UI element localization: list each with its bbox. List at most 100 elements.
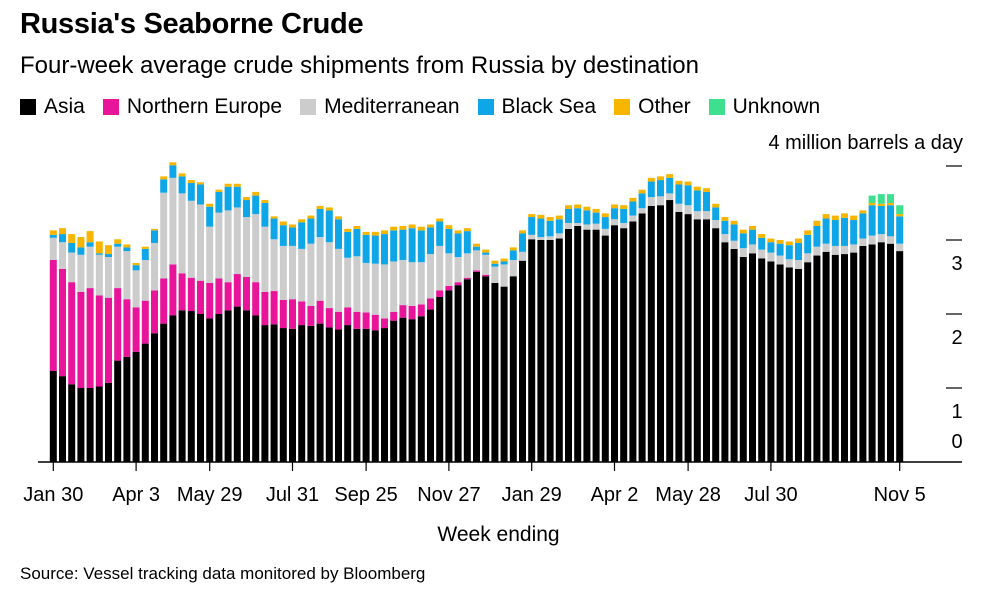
bar-northern-europe-36 [381,318,388,329]
bar-asia-80 [785,267,793,462]
bar-mediterranean-26 [289,245,296,300]
bar-asia-71 [703,219,710,462]
bar-mediterranean-75 [739,248,747,258]
bar-other-85 [831,215,839,221]
bar-asia-34 [362,328,370,462]
bar-other-72 [712,203,720,208]
bar-other-32 [344,228,352,232]
bar-black-sea-42 [436,221,444,246]
bar-mediterranean-2 [68,252,76,283]
bar-black-sea-20 [233,186,241,208]
bar-asia-58 [583,229,591,462]
bar-asia-79 [776,264,784,462]
bar-asia-24 [270,324,278,462]
bar-asia-63 [629,221,637,462]
bar-asia-57 [574,225,582,462]
bar-northern-europe-25 [279,299,287,329]
bar-other-74 [730,220,738,225]
bar-other-89 [868,203,876,206]
bar-black-sea-57 [574,208,582,223]
bar-asia-18 [215,314,223,462]
bar-asia-52 [528,239,536,462]
bar-black-sea-65 [647,181,655,198]
bar-northern-europe-20 [233,274,241,307]
bar-northern-europe-17 [206,282,214,319]
y-tick-label-1: 1 [951,401,962,423]
bar-northern-europe-9 [132,307,140,352]
bar-mediterranean-48 [491,266,499,283]
bar-black-sea-38 [399,229,407,260]
bar-mediterranean-57 [574,222,582,226]
bar-northern-europe-6 [105,297,112,383]
bar-other-51 [519,230,526,234]
bar-northern-europe-10 [141,300,149,344]
legend-item-unknown: Unknown [708,95,820,119]
x-tick-label-apr-3: Apr 3 [112,484,160,506]
bar-other-68 [675,180,683,185]
bar-mediterranean-7 [114,246,122,289]
bar-asia-15 [187,311,195,462]
bar-mediterranean-69 [684,205,692,215]
bar-other-52 [528,214,536,218]
bar-asia-25 [279,328,287,462]
bar-black-sea-73 [721,220,729,235]
bar-other-25 [279,221,287,226]
bar-mediterranean-78 [767,252,775,262]
bar-asia-16 [197,314,204,462]
bar-mediterranean-56 [565,222,572,229]
bar-other-8 [123,244,131,248]
bar-mediterranean-59 [592,223,600,230]
bar-northern-europe-13 [169,264,177,316]
bar-other-9 [132,262,140,266]
bar-mediterranean-36 [381,264,388,319]
bar-other-81 [795,238,802,243]
bar-other-86 [841,213,848,218]
bar-mediterranean-28 [307,243,315,306]
bar-northern-europe-0 [49,259,57,371]
bar-black-sea-89 [868,205,876,236]
x-tick-label-nov-5: Nov 5 [874,484,926,506]
bar-mediterranean-42 [436,245,444,291]
bar-mediterranean-30 [325,242,333,309]
bar-mediterranean-66 [657,196,664,206]
bar-asia-0 [49,370,57,462]
bar-black-sea-4 [86,242,94,247]
x-tick-label-may-28: May 28 [655,484,721,506]
bar-other-40 [417,226,425,231]
bar-mediterranean-74 [730,240,738,249]
bar-mediterranean-54 [546,236,554,240]
bar-mediterranean-23 [261,226,269,292]
bar-black-sea-78 [767,242,775,253]
bar-other-56 [565,205,572,209]
bar-black-sea-41 [427,227,434,255]
bar-mediterranean-3 [77,254,85,292]
bar-asia-19 [224,310,232,462]
bar-black-sea-30 [325,210,333,243]
bar-mediterranean-5 [95,254,103,296]
bar-other-65 [647,177,655,182]
bar-mediterranean-81 [795,259,802,269]
bar-black-sea-37 [390,230,398,262]
x-tick-label-jul-31: Jul 31 [266,484,319,506]
bar-northern-europe-23 [261,291,269,326]
bar-other-36 [381,230,388,235]
bar-asia-2 [68,384,76,462]
bar-black-sea-92 [896,216,904,244]
bar-black-sea-46 [473,246,480,251]
bar-mediterranean-60 [601,228,609,236]
bar-northern-europe-30 [325,308,333,328]
bar-northern-europe-38 [399,305,407,318]
bar-other-79 [776,240,784,244]
bar-other-50 [509,247,517,251]
bar-black-sea-71 [703,191,710,212]
bar-mediterranean-51 [519,251,526,261]
bar-asia-22 [252,315,260,462]
bar-asia-1 [59,376,66,462]
x-axis-title: Week ending [0,523,997,547]
x-tick-label-jan-30: Jan 30 [23,484,83,506]
bar-mediterranean-25 [279,245,287,300]
bar-other-44 [454,230,462,234]
bar-mediterranean-89 [868,235,876,245]
bar-other-92 [896,214,904,217]
